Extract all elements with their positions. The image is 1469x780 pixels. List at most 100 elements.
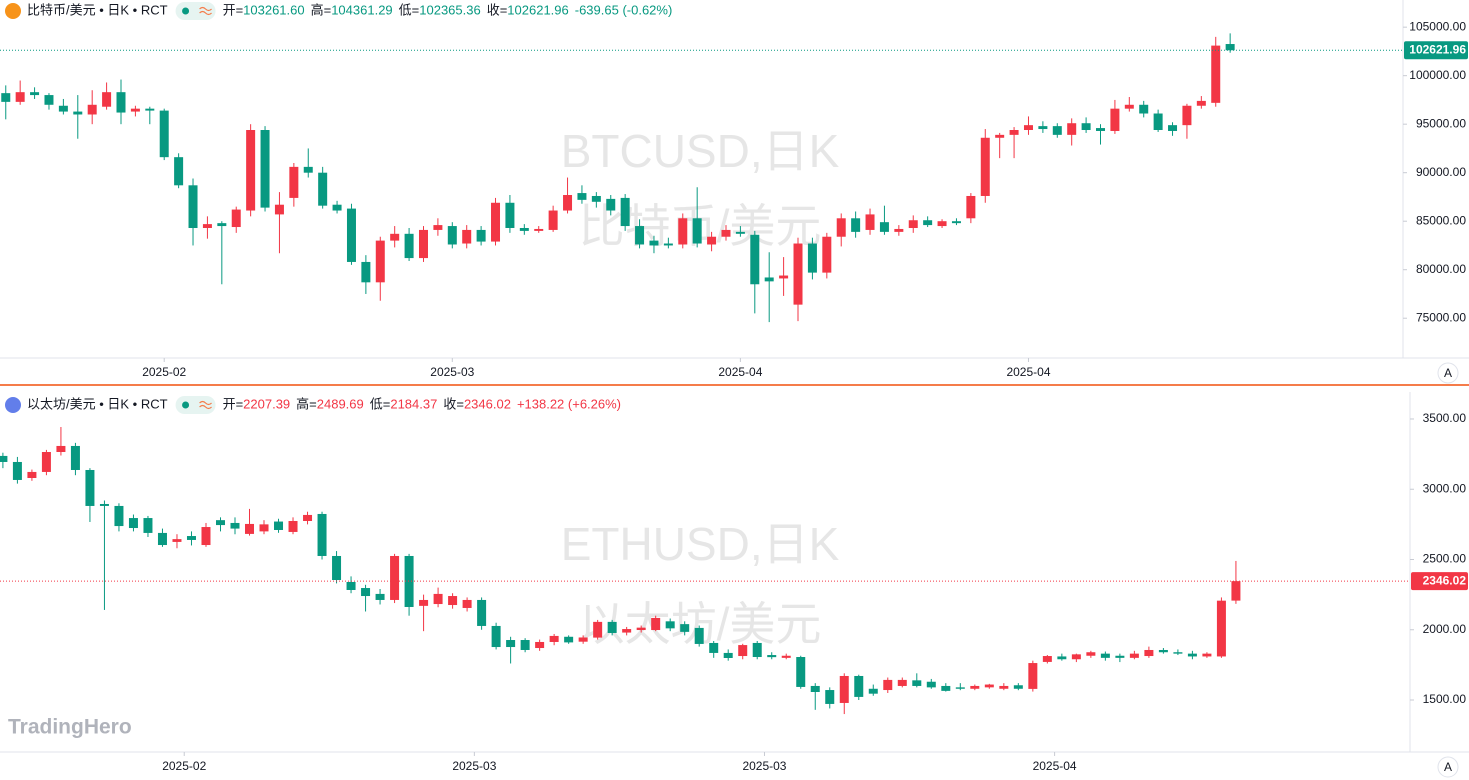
candle-body — [361, 261, 371, 283]
candle-body — [288, 520, 298, 532]
candle-body — [548, 210, 558, 230]
candle-body — [404, 555, 414, 607]
candle-body — [332, 204, 342, 211]
candle-body — [649, 240, 659, 246]
ohlc-name: 收= — [487, 2, 508, 17]
candle-body — [361, 588, 371, 597]
scale-button[interactable] — [1437, 362, 1459, 384]
candle-body — [836, 218, 846, 237]
ohlc-value: 2489.69 — [317, 396, 364, 411]
x-tick-label: 2025-03 — [430, 365, 474, 379]
candle-body — [58, 105, 68, 112]
candle-body — [274, 521, 284, 530]
candle-body — [145, 108, 155, 111]
candle-body — [491, 202, 501, 242]
candle-body — [620, 197, 630, 227]
candle-body — [30, 92, 40, 96]
scale-button[interactable] — [1437, 756, 1459, 778]
candle-body — [752, 642, 762, 658]
candle-body — [1129, 653, 1139, 658]
candle-body — [563, 195, 573, 211]
candle-body — [807, 243, 817, 273]
candle-body — [1153, 113, 1163, 131]
candle-body — [0, 455, 8, 462]
candle-body — [883, 679, 893, 691]
candle-body — [87, 104, 97, 115]
scale-button-label[interactable]: A — [1444, 366, 1452, 380]
ohlc-value: 104361.29 — [331, 2, 392, 17]
symbol-icon — [5, 3, 21, 19]
status-badge — [175, 2, 216, 20]
ohlc-value: 2184.37 — [390, 396, 437, 411]
candle-body — [404, 233, 414, 259]
symbol[interactable]: 比特币/美元 • 日K • RCT — [27, 2, 168, 17]
candle-body — [346, 581, 356, 590]
ohlc-name: 高= — [296, 396, 317, 411]
ohlc-name: 低= — [370, 396, 391, 411]
ohlc-name: 开= — [223, 2, 244, 17]
last-price-label: 2346.02 — [1423, 573, 1467, 587]
candle-body — [735, 231, 745, 234]
candle-body — [85, 469, 95, 506]
candle-body — [318, 172, 328, 206]
candle-body — [1202, 653, 1212, 657]
candle-body — [1211, 45, 1221, 103]
candle-body — [854, 675, 864, 697]
watermark: ETHUSD,日K — [561, 518, 840, 570]
candle-body — [970, 685, 980, 689]
scale-button-label[interactable]: A — [1444, 760, 1452, 774]
candle-body — [375, 240, 385, 283]
ohlc-value: 2207.39 — [243, 396, 290, 411]
candle-body — [1124, 104, 1134, 109]
candle-body — [1009, 130, 1019, 135]
symbol[interactable]: 以太坊/美元 • 日K • RCT — [27, 396, 168, 411]
last-price-tag — [1404, 41, 1468, 60]
x-tick-label: 2025-04 — [1033, 759, 1077, 773]
x-tick-label: 2025-03 — [452, 759, 496, 773]
status-dot — [182, 7, 190, 15]
ohlc-value: 103261.60 — [243, 2, 304, 17]
candle-body — [951, 221, 961, 224]
candle-body — [865, 214, 875, 230]
candle-body — [447, 226, 457, 245]
watermark: BTCUSD,日K — [561, 125, 840, 177]
candle-body — [1038, 126, 1048, 130]
candle-body — [1144, 649, 1154, 657]
candle-body — [506, 640, 516, 648]
ohlc-value: 102621.96 — [507, 2, 568, 17]
candle-body — [1196, 100, 1206, 106]
candle-body — [1067, 123, 1077, 135]
candle-body — [578, 637, 588, 642]
candle-body — [332, 555, 342, 581]
candle-body — [707, 236, 717, 245]
candle-body — [303, 514, 313, 521]
candle-body — [1096, 128, 1106, 131]
y-tick-label: 75000.00 — [1416, 310, 1466, 324]
candle-body — [663, 243, 673, 246]
candle-body — [606, 198, 616, 211]
change: +138.22 (+6.26%) — [517, 396, 621, 411]
candle-body — [1100, 653, 1110, 658]
candle-body — [636, 627, 646, 631]
candle-body — [680, 624, 690, 632]
candle-body — [346, 208, 356, 262]
candle-body — [1182, 105, 1192, 126]
candle-body — [289, 166, 299, 198]
candle-body — [926, 681, 936, 688]
candle-body — [779, 275, 789, 279]
x-tick-label: 2025-02 — [142, 365, 186, 379]
candle-body — [390, 233, 400, 241]
candle-body — [1042, 656, 1052, 662]
y-tick-label: 3000.00 — [1423, 481, 1467, 495]
ohlc-name: 高= — [311, 2, 332, 17]
candle-body — [678, 218, 688, 245]
candle-body — [941, 685, 951, 691]
candle-body — [246, 130, 256, 211]
candle-body — [116, 92, 126, 113]
y-tick-label: 1500.00 — [1423, 692, 1467, 706]
candle-body — [505, 202, 515, 228]
candle-body — [1110, 108, 1120, 131]
y-tick-label: 3500.00 — [1423, 411, 1467, 425]
candle-body — [477, 599, 487, 626]
candle-body — [491, 625, 501, 648]
